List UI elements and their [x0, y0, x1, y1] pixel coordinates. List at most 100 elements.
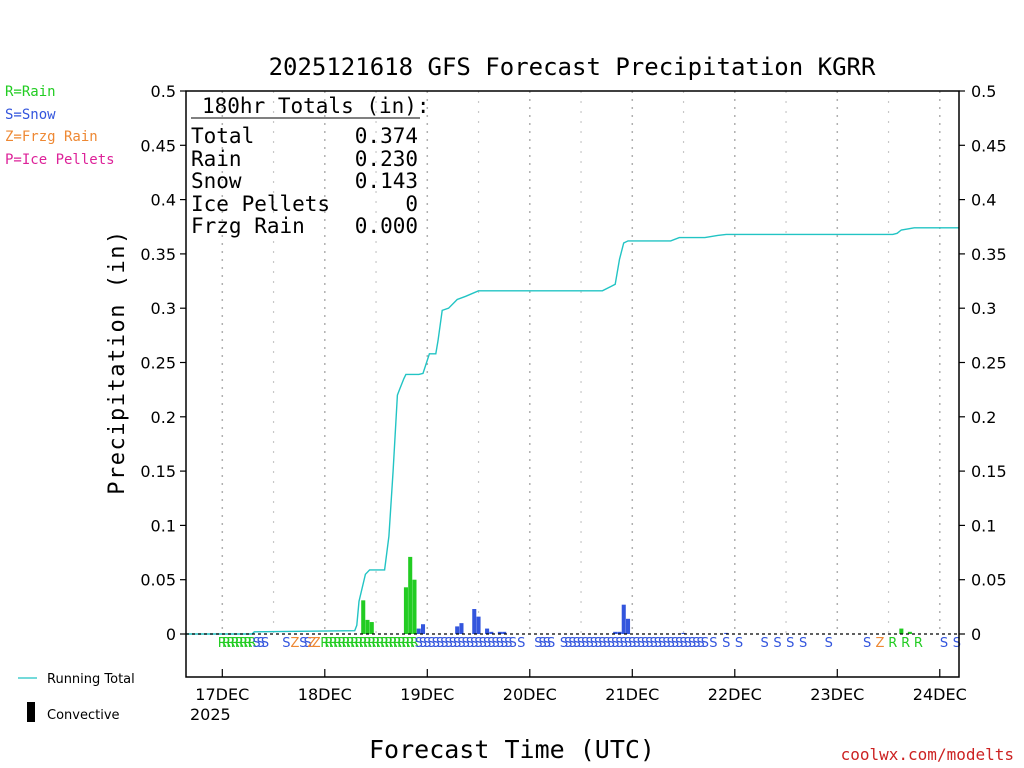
totals-value-snow: 0.143 — [355, 169, 418, 193]
y-tick-label-right: 0 — [971, 625, 981, 644]
ptype-letter: S — [761, 636, 769, 651]
precip-bar — [907, 631, 912, 634]
ptype-letter: S — [436, 636, 444, 651]
ptype-letter: R — [333, 636, 342, 651]
ptype-letter: R — [410, 636, 419, 651]
ptype-letter: S — [594, 636, 602, 651]
y-tick-label-left: 0.35 — [140, 245, 176, 264]
x-year-label: 2025 — [190, 705, 231, 724]
ptype-letter: S — [543, 636, 551, 651]
ptype-letter: S — [603, 636, 611, 651]
ptype-letter: S — [500, 636, 508, 651]
y-tick-label-right: 0.5 — [971, 82, 996, 101]
ptype-letter: S — [667, 636, 675, 651]
ptype-letter: R — [239, 636, 248, 651]
precip-bar — [369, 622, 374, 634]
ptype-letter: R — [367, 636, 376, 651]
y-tick-label-right: 0.1 — [971, 516, 996, 535]
precip-bar — [361, 600, 366, 634]
ptype-letter: S — [637, 636, 645, 651]
ptype-letter: R — [226, 636, 235, 651]
precip-bar — [476, 616, 481, 634]
running-total-line — [186, 227, 959, 635]
ptype-letter: S — [692, 636, 700, 651]
totals-label-rain: Rain — [191, 147, 242, 171]
ptype-letter: R — [235, 636, 244, 651]
precip-bar — [681, 632, 686, 634]
ptype-letter: S — [487, 636, 495, 651]
ptype-letter: S — [440, 636, 448, 651]
ptype-letter: R — [401, 636, 410, 651]
ptype-letter: S — [940, 636, 948, 651]
x-tick-label: 19DEC — [400, 685, 454, 704]
precip-bars — [361, 556, 912, 634]
x-tick-label: 21DEC — [605, 685, 659, 704]
credit-text: coolwx.com/modelts — [841, 745, 1014, 764]
ptype-letter: R — [397, 636, 406, 651]
y-tick-label-right: 0.05 — [971, 571, 1007, 590]
precip-bar — [416, 628, 421, 634]
ptype-letter: S — [662, 636, 670, 651]
totals-title: 180hr Totals (in): — [202, 94, 430, 118]
ptype-letter: S — [496, 636, 504, 651]
chart-title: 2025121618 GFS Forecast Precipitation KG… — [269, 53, 876, 81]
ptype-letter: S — [607, 636, 615, 651]
totals-value-rain: 0.230 — [355, 147, 418, 171]
ptype-letter: R — [248, 636, 257, 651]
ptype-letter: S — [474, 636, 482, 651]
ptype-letter: R — [914, 636, 923, 651]
ptype-letter: S — [534, 636, 542, 651]
legend-convective: Convective — [47, 708, 120, 723]
ptype-letter: R — [380, 636, 389, 651]
totals-value-ice-pellets: 0 — [405, 192, 418, 216]
ptype-letter: S — [684, 636, 692, 651]
ptype-letter: S — [423, 636, 431, 651]
legend-running-total: Running Total — [47, 672, 135, 687]
plot-frame — [185, 90, 960, 678]
ptype-letter: S — [415, 636, 423, 651]
ptype-letter: S — [799, 636, 807, 651]
series-legend: Running Total Convective — [18, 672, 135, 723]
ptype-letter: S — [671, 636, 679, 651]
ptype-letter: S — [863, 636, 871, 651]
ptype-letter: S — [445, 636, 453, 651]
legend-ice-pellets: P=Ice Pellets — [5, 152, 115, 168]
ptype-letter: S — [573, 636, 581, 651]
x-axis-label: Forecast Time (UTC) — [369, 735, 655, 764]
ptype-letter: R — [346, 636, 355, 651]
running-total-series — [186, 227, 959, 635]
ptype-letter: S — [620, 636, 628, 651]
ptype-letter: R — [384, 636, 393, 651]
precip-bar — [625, 618, 631, 634]
ptype-letter: R — [231, 636, 240, 651]
ptype-letter: R — [888, 636, 897, 651]
ptype-letter: S — [560, 636, 568, 651]
totals-label-frzg-rain: Frzg Rain — [191, 214, 305, 238]
ptype-letter: R — [393, 636, 402, 651]
ptype-letter: R — [218, 636, 227, 651]
ptype-letter: S — [470, 636, 478, 651]
ptype-letter: S — [483, 636, 491, 651]
ptype-letter: R — [406, 636, 415, 651]
ptype-letter: Z — [312, 636, 321, 651]
ptype-letter: Z — [308, 636, 317, 651]
y-tick-label-left: 0.3 — [151, 299, 176, 318]
x-tick-label: 18DEC — [298, 685, 352, 704]
ptype-letter: R — [337, 636, 346, 651]
ptype-letter: S — [509, 636, 517, 651]
precip-bar — [485, 628, 490, 634]
precip-bar — [408, 556, 413, 634]
ptype-letter: S — [701, 636, 709, 651]
ptype-letter: S — [581, 636, 589, 651]
ptype-letter: R — [342, 636, 351, 651]
ptype-letter: R — [329, 636, 338, 651]
y-tick-label-left: 0.05 — [140, 571, 176, 590]
precip-bar — [472, 609, 477, 634]
ptype-letter: R — [222, 636, 231, 651]
y-tick-label-left: 0 — [166, 625, 176, 644]
ptype-letter: S — [786, 636, 794, 651]
y-tick-label-right: 0.3 — [971, 299, 996, 318]
ptype-letter: S — [479, 636, 487, 651]
ptype-letter: Z — [876, 636, 885, 651]
ptype-letter: S — [585, 636, 593, 651]
